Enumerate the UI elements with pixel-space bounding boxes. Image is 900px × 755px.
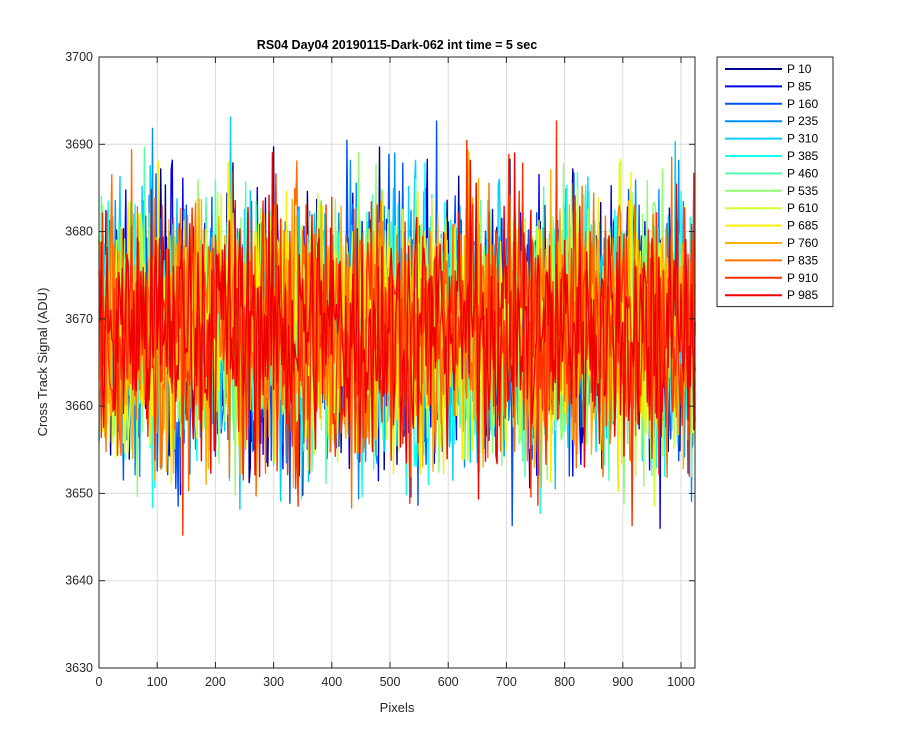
y-tick-label: 3650 (65, 486, 93, 500)
series-layer (98, 116, 696, 536)
legend-label: P 535 (787, 184, 818, 198)
x-tick-label: 300 (263, 675, 284, 689)
y-tick-label: 3700 (65, 50, 93, 64)
series-line (98, 152, 696, 500)
legend-label: P 160 (787, 97, 818, 111)
legend-label: P 235 (787, 114, 818, 128)
x-tick-label: 1000 (667, 675, 695, 689)
legend-label: P 985 (787, 288, 818, 302)
legend-label: P 460 (787, 166, 818, 180)
y-tick-label: 3680 (65, 225, 93, 239)
x-tick-label: 400 (321, 675, 342, 689)
x-tick-label: 100 (147, 675, 168, 689)
tick-layer: 0 100 200 300 400 500 600 700 800 900 1000 3630 3640… (65, 50, 695, 689)
legend-label: P 760 (787, 236, 818, 250)
y-axis-label: Cross Track Signal (ADU) (35, 288, 50, 437)
legend-label: P 610 (787, 201, 818, 215)
x-tick-label: 200 (205, 675, 226, 689)
x-tick-label: 0 (96, 675, 103, 689)
x-tick-label: 700 (496, 675, 517, 689)
legend-label: P 910 (787, 271, 818, 285)
y-tick-label: 3640 (65, 574, 93, 588)
x-axis-label: Pixels (380, 700, 415, 715)
plot-frame (98, 56, 696, 669)
x-tick-label: 800 (554, 675, 575, 689)
y-tick-label: 3690 (65, 137, 93, 151)
y-tick-label: 3630 (65, 661, 93, 675)
legend-box (716, 56, 834, 308)
legend-label: P 385 (787, 149, 818, 163)
x-tick-label: 500 (380, 675, 401, 689)
legend: P 10 P 85 P 160 P 235 P 310 P 385 P 460 P 535 P … (716, 56, 834, 308)
y-tick-label: 3660 (65, 399, 93, 413)
y-tick-label: 3670 (65, 312, 93, 326)
x-tick-label: 900 (612, 675, 633, 689)
legend-label: P 835 (787, 253, 818, 267)
legend-label: P 85 (787, 79, 812, 93)
legend-label: P 685 (787, 219, 818, 233)
legend-label: P 10 (787, 62, 812, 76)
x-tick-label: 600 (438, 675, 459, 689)
chart-title: RS04 Day04 20190115-Dark-062 int time = … (257, 38, 537, 52)
legend-label: P 310 (787, 132, 818, 146)
